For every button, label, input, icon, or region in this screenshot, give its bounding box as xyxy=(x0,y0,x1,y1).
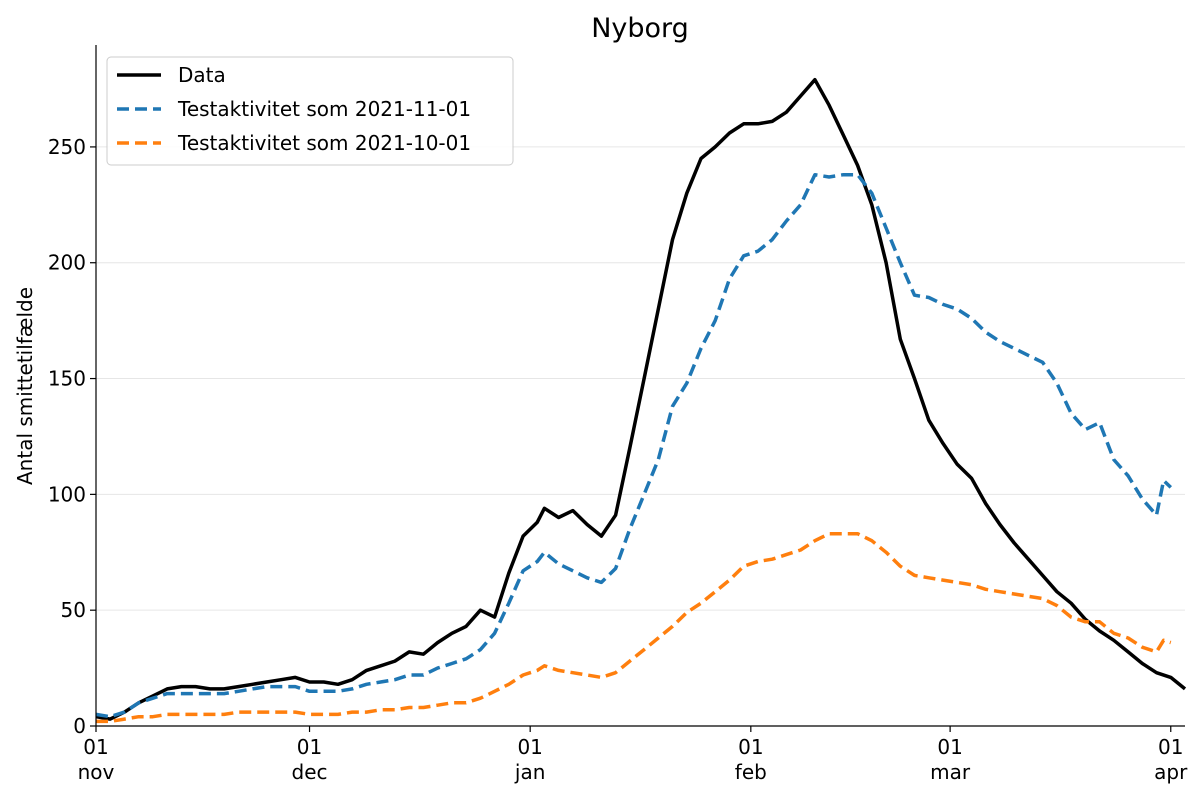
x-tick-label-month: nov xyxy=(78,760,115,784)
series-line-3 xyxy=(96,531,1172,724)
x-tick-label-month: jan xyxy=(514,760,546,784)
y-axis-label: Antal smittetilfælde xyxy=(13,287,37,485)
x-tick-label-day: 01 xyxy=(1158,735,1183,759)
axes xyxy=(95,45,1185,727)
x-tick-label-day: 01 xyxy=(738,735,763,759)
x-tick-label-day: 01 xyxy=(517,735,542,759)
x-tick-label-month: feb xyxy=(735,760,767,784)
x-tick-label-month: dec xyxy=(292,760,328,784)
legend-label-1: Data xyxy=(178,63,226,87)
series-layer xyxy=(95,77,1187,724)
legend: Data Testaktivitet som 2021-11-01 Testakti… xyxy=(106,56,514,166)
x-tick-label-day: 01 xyxy=(297,735,322,759)
x-tick-label-month: apr xyxy=(1154,760,1188,784)
x-tick-label-month: mar xyxy=(930,760,971,784)
series-line-1 xyxy=(95,77,1187,721)
legend-label-3: Testaktivitet som 2021-10-01 xyxy=(177,131,471,155)
y-tick-label: 250 xyxy=(48,135,86,159)
x-tick-label-day: 01 xyxy=(83,735,108,759)
y-tick-label: 150 xyxy=(48,367,86,391)
chart-title: Nyborg xyxy=(591,13,689,44)
y-tick-label: 200 xyxy=(48,251,86,275)
grid-lines xyxy=(96,146,1185,727)
y-tick-label: 50 xyxy=(61,598,86,622)
y-tick-label: 100 xyxy=(48,482,86,506)
y-tick-label: 0 xyxy=(73,714,86,738)
x-tick-label-day: 01 xyxy=(937,735,962,759)
series-line-2 xyxy=(95,172,1173,719)
legend-label-2: Testaktivitet som 2021-11-01 xyxy=(177,97,471,121)
legend-box xyxy=(106,56,514,166)
y-ticks: 0 50 100 150 200 250 xyxy=(48,135,96,738)
